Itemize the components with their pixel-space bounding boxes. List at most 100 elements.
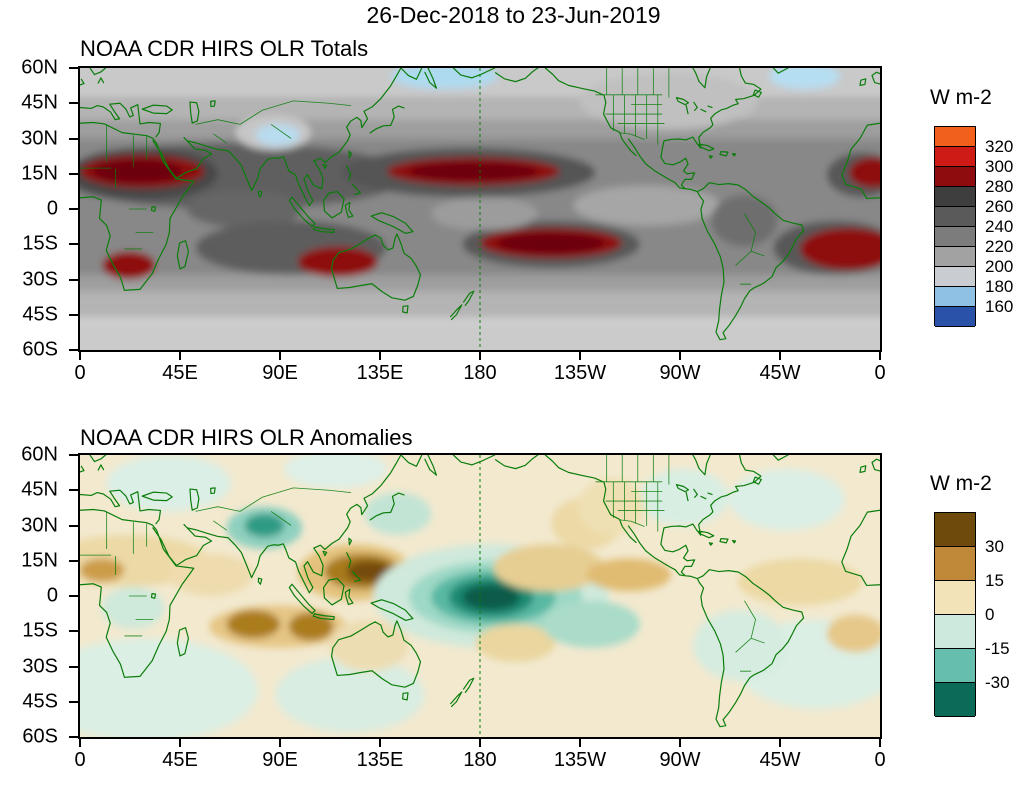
map-feature-sh-pale-teal-2 — [275, 657, 425, 733]
lat-tick-label: 60N — [21, 56, 58, 79]
x-axis-tick — [779, 352, 781, 360]
x-axis-tick — [579, 739, 581, 747]
map-feature-sindian-brown-1 — [226, 610, 280, 639]
map-feature-spacific-max-core — [497, 232, 605, 254]
colorbar-box — [935, 513, 975, 547]
lon-tick-label: 45W — [759, 749, 801, 771]
colorbar-box — [935, 267, 975, 287]
coastlines — [80, 68, 880, 340]
x-axis-tick — [679, 352, 681, 360]
lat-tick-label: 30S — [22, 268, 58, 290]
lat-tick-label: 30N — [21, 514, 58, 536]
colorbar-box — [935, 227, 975, 247]
y-axis-tick — [69, 349, 78, 351]
anomalies-y-ticks — [69, 454, 78, 738]
colorbar-box — [935, 247, 975, 267]
lat-tick-label: 15S — [22, 232, 58, 255]
colorbar-box — [935, 207, 975, 227]
map-feature-samerica-pale-teal — [693, 610, 787, 681]
lat-tick-label: 0 — [46, 584, 58, 607]
colorbar-tick-label: 160 — [985, 297, 1014, 316]
map-feature-satlantic-max — [800, 227, 880, 271]
map-feature-eq-indian-high — [186, 190, 303, 228]
x-axis-tick — [279, 739, 281, 747]
lat-tick-label: 60S — [22, 338, 58, 361]
y-axis-tick — [69, 67, 78, 69]
colorbar-box — [935, 683, 975, 717]
x-axis-tick — [579, 352, 581, 360]
map-feature-satlantic-tan-spot — [826, 614, 880, 653]
lon-tick-label: 0 — [74, 362, 86, 384]
map-feature-atlantic-max-wrap — [848, 157, 880, 188]
figure-period-title: 26-Dec-2018 to 23-Jun-2019 — [366, 2, 661, 28]
totals-colorbar-unit-label: W m-2 — [930, 86, 992, 109]
map-feature-australia-tan — [328, 619, 409, 672]
colorbar-tick-label: 280 — [985, 177, 1014, 196]
colorbar-box — [935, 547, 975, 581]
map-feature-npacific-tan-arc — [493, 544, 605, 592]
lat-tick-label: 30S — [22, 655, 58, 677]
map-feature-okhotsk-low-blue — [391, 68, 498, 90]
lon-tick-label: 45E — [162, 749, 198, 771]
map-feature-neasia-pale-teal — [284, 455, 387, 488]
x-axis-tick — [279, 352, 281, 360]
country-borders — [80, 455, 764, 671]
map-feature-cpacific-neg-core — [462, 584, 520, 611]
x-axis-tick — [479, 739, 481, 747]
y-axis-tick — [69, 137, 78, 140]
map-feature-eurasia-pale-teal — [106, 455, 232, 512]
anomalies-map-frame — [78, 453, 882, 739]
map-feature-samerica-high — [711, 194, 778, 247]
totals-lat-axis: 60N 45N 30N 15N 0 15S 30S 45S 60S — [0, 57, 58, 361]
anomalies-colorbar: 30 15 0 -15 -30 — [934, 512, 1010, 717]
colorbar-box — [935, 615, 975, 649]
map-feature-natlantic-pale-teal — [728, 469, 845, 531]
y-axis-tick — [69, 172, 78, 175]
y-axis-tick — [69, 559, 78, 562]
lon-tick-label: 180 — [463, 362, 497, 384]
lat-tick-label: 15N — [21, 162, 58, 185]
colorbar-tick-label: 15 — [985, 571, 1004, 590]
lat-tick-label: 15S — [22, 619, 58, 642]
colorbar-tick-label: 320 — [985, 137, 1014, 156]
lon-tick-label: 90E — [262, 749, 298, 771]
colorbar-tick-label: 200 — [985, 257, 1014, 276]
x-axis-tick — [79, 739, 81, 747]
totals-map-frame — [78, 66, 882, 352]
lon-tick-label: 180 — [463, 749, 497, 771]
colorbar-tick-label: 0 — [985, 605, 995, 624]
anomalies-x-ticks — [79, 739, 881, 747]
map-feature-tibet-low-blue — [255, 124, 300, 146]
map-feature-wafrica-brown — [80, 558, 125, 582]
map-feature-sh-pale-teal-1 — [80, 638, 258, 737]
colorbar-tick-label: 260 — [985, 197, 1014, 216]
totals-lon-axis: 0 45E 90E 135E 180 135W 90W 45W 0 — [74, 358, 885, 388]
colorbar-tick-label: 180 — [985, 277, 1014, 296]
x-axis-tick — [379, 352, 381, 360]
country-borders — [80, 68, 764, 284]
y-axis-tick — [69, 700, 78, 703]
colorbar-tick-label: -15 — [985, 639, 1010, 658]
lon-tick-label: 45W — [759, 362, 801, 384]
x-axis-tick — [879, 739, 881, 747]
lat-tick-label: 45S — [22, 303, 58, 326]
y-axis-tick — [69, 595, 78, 597]
lat-tick-label: 15N — [21, 549, 58, 572]
map-feature-japan-teal — [364, 492, 432, 535]
totals-map-canvas — [80, 68, 880, 350]
colorbar-box — [935, 127, 975, 147]
colorbar-box — [935, 581, 975, 615]
map-feature-cafrica-teal — [102, 586, 165, 629]
y-axis-tick — [69, 489, 78, 492]
colorbar-box — [935, 287, 975, 307]
x-axis-tick — [79, 352, 81, 360]
map-feature-atlantic-trop-tan — [737, 558, 863, 606]
totals-x-ticks — [79, 352, 881, 360]
y-axis-tick — [69, 454, 78, 456]
lon-tick-label: 135W — [553, 362, 607, 384]
x-axis-tick — [479, 352, 481, 360]
x-axis-tick — [179, 739, 181, 747]
y-axis-tick — [69, 630, 78, 633]
y-axis-tick — [69, 665, 78, 668]
